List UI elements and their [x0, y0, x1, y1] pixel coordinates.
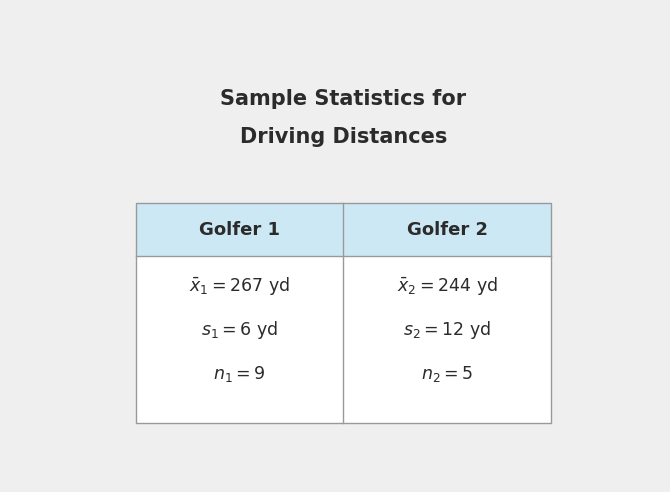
Text: $n_2 = 5$: $n_2 = 5$ — [421, 364, 473, 384]
Text: Sample Statistics for: Sample Statistics for — [220, 89, 466, 109]
Text: $\bar{x}_2 = 244$ yd: $\bar{x}_2 = 244$ yd — [397, 275, 498, 297]
Text: $n_1 = 9$: $n_1 = 9$ — [213, 364, 266, 384]
Text: Golfer 2: Golfer 2 — [407, 220, 488, 239]
Text: $s_2 = 12$ yd: $s_2 = 12$ yd — [403, 319, 491, 341]
Text: Driving Distances: Driving Distances — [240, 127, 447, 147]
Text: Golfer 1: Golfer 1 — [199, 220, 280, 239]
Text: $\bar{x}_1 = 267$ yd: $\bar{x}_1 = 267$ yd — [189, 275, 290, 297]
Text: $s_1 = 6$ yd: $s_1 = 6$ yd — [201, 319, 278, 341]
